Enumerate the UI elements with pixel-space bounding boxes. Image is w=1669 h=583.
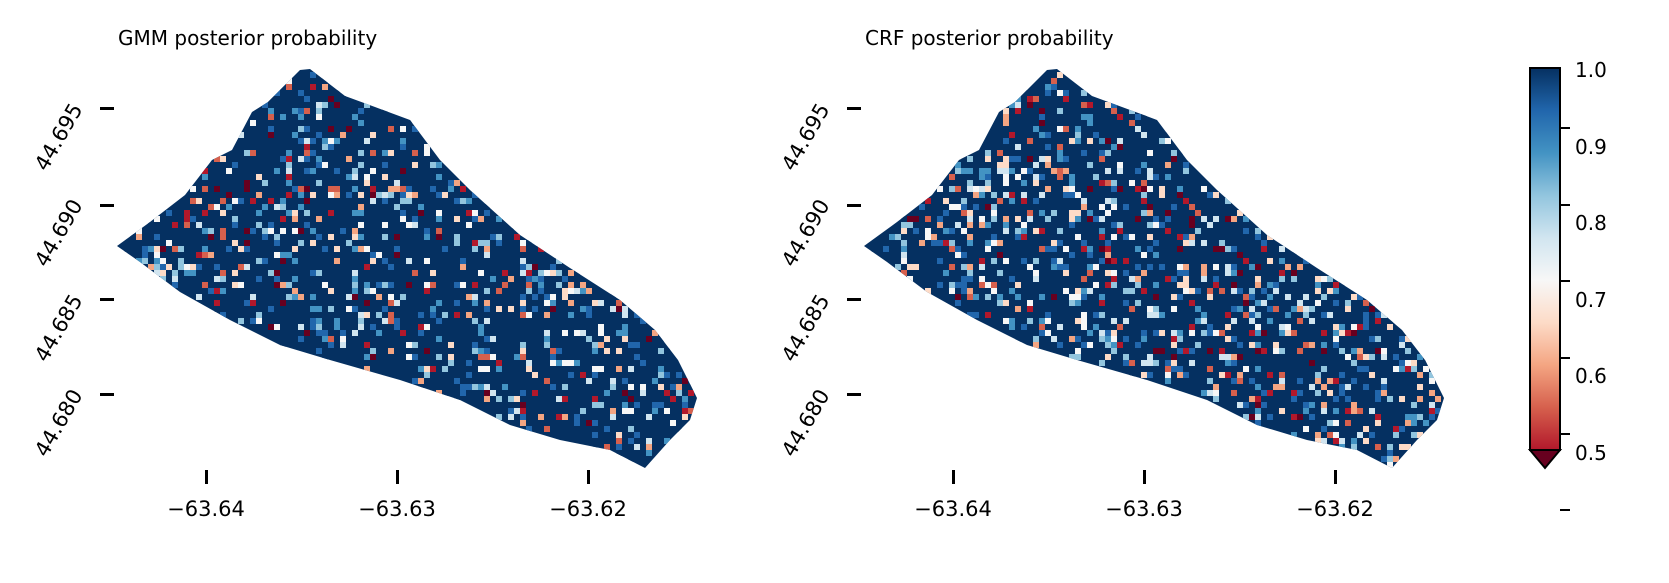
gmm-xtick-label: −63.63 xyxy=(358,497,436,521)
gmm-xtick-label: −63.62 xyxy=(549,497,627,521)
gmm-ytick-mark xyxy=(100,204,114,207)
colorbar-gradient xyxy=(1529,67,1561,451)
cbar-tick-mark xyxy=(1560,357,1570,359)
gmm-xtick-mark xyxy=(396,470,399,484)
gmm-ytick-mark xyxy=(100,298,114,301)
colorbar-extend-min xyxy=(1527,449,1563,470)
crf-panel-title: CRF posterior probability xyxy=(865,26,1114,50)
gmm-panel-title: GMM posterior probability xyxy=(118,26,378,50)
cbar-tick-mark xyxy=(1560,433,1570,435)
crf-ytick-mark xyxy=(847,298,861,301)
gmm-ytick-mark xyxy=(100,107,114,110)
crf-map-svg xyxy=(864,69,1444,468)
cbar-tick-mark xyxy=(1560,509,1570,511)
crf-probability-field xyxy=(864,69,1444,468)
cbar-tick-mark xyxy=(1560,204,1570,206)
crf-xtick-label: −63.62 xyxy=(1296,497,1374,521)
gmm-map-svg xyxy=(117,69,697,468)
colorbar xyxy=(1527,60,1660,511)
cbar-tick-label: 0.6 xyxy=(1575,364,1607,388)
crf-xtick-mark xyxy=(1143,470,1146,484)
crf-xtick-mark xyxy=(1334,470,1337,484)
crf-panel: CRF posterior probability 44.695 44.690 … xyxy=(747,0,1527,583)
crf-xtick-label: −63.63 xyxy=(1105,497,1183,521)
gmm-xtick-mark xyxy=(205,470,208,484)
crf-ytick-mark xyxy=(847,204,861,207)
crf-ytick-mark xyxy=(847,393,861,396)
gmm-ytick-mark xyxy=(100,393,114,396)
cbar-tick-label: 0.5 xyxy=(1575,441,1607,465)
cbar-tick-mark xyxy=(1560,127,1570,129)
cbar-tick-label: 0.7 xyxy=(1575,288,1607,312)
cbar-tick-mark xyxy=(1560,280,1570,282)
gmm-xtick-mark xyxy=(587,470,590,484)
cbar-tick-label: 1.0 xyxy=(1575,58,1607,82)
crf-ytick-mark xyxy=(847,107,861,110)
gmm-xtick-label: −63.64 xyxy=(167,497,245,521)
crf-xtick-label: −63.64 xyxy=(914,497,992,521)
gmm-probability-field xyxy=(117,69,697,468)
colorbar-svg xyxy=(1527,67,1563,470)
crf-xtick-mark xyxy=(952,470,955,484)
cbar-tick-label: 0.9 xyxy=(1575,135,1607,159)
cbar-tick-label: 0.8 xyxy=(1575,211,1607,235)
gmm-panel: GMM posterior probability 44.695 44.690 … xyxy=(0,0,780,583)
